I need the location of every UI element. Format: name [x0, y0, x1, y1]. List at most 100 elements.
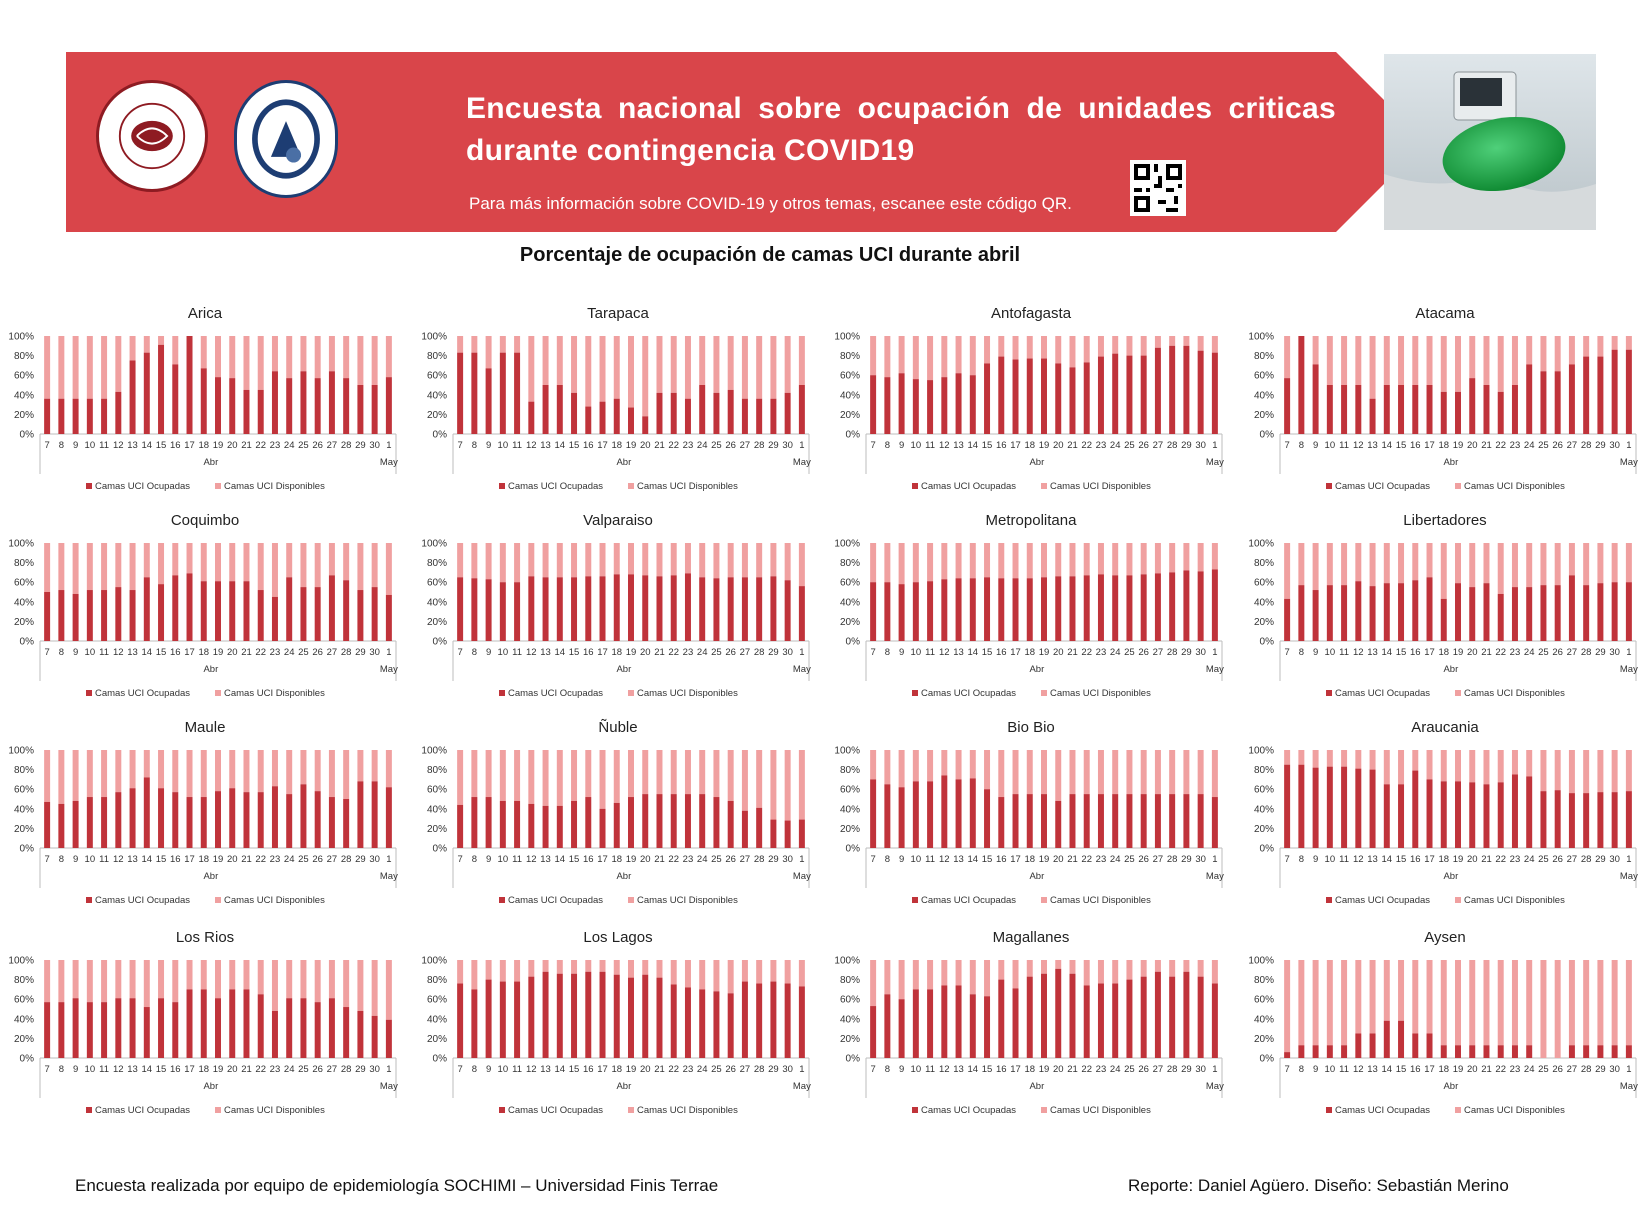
bar-disponibles: [1426, 336, 1433, 385]
bar-ocupadas: [1440, 1045, 1447, 1058]
bar-ocupadas: [741, 398, 748, 434]
x-tick-label: 15: [569, 854, 580, 865]
bar-disponibles: [58, 336, 65, 399]
bar-disponibles: [286, 960, 293, 999]
chart-title: Los Rios: [176, 929, 234, 946]
bar-ocupadas: [870, 1006, 877, 1058]
chart-panel-magallanes: Magallanes 0% 20% 40% 60% 80% 100% 7 8 9 10 11 12 13 1…: [826, 924, 1226, 1124]
bar-ocupadas: [1211, 569, 1218, 641]
y-tick-label: 80%: [840, 765, 860, 776]
x-tick-label: 16: [996, 440, 1007, 451]
bar-ocupadas: [756, 807, 763, 848]
bar-ocupadas: [158, 584, 165, 641]
bar-disponibles: [115, 336, 122, 392]
x-tick-label: 1: [386, 854, 391, 865]
x-tick-label: 10: [911, 1064, 922, 1075]
x-tick-label: 28: [754, 440, 765, 451]
legend-swatch-disponibles: [1455, 1107, 1461, 1113]
bar-disponibles: [984, 750, 991, 790]
bar-disponibles: [741, 543, 748, 578]
y-tick-label: 20%: [14, 824, 34, 835]
x-tick-label: 22: [1081, 854, 1092, 865]
bar-ocupadas: [898, 787, 905, 848]
x-tick-label: 10: [1325, 647, 1336, 658]
bar-disponibles: [257, 960, 264, 995]
legend-label-ocupadas: Camas UCI Ocupadas: [921, 481, 1016, 492]
bar-disponibles: [1483, 543, 1490, 584]
x-tick-label: 1: [1212, 854, 1217, 865]
y-tick-label: 40%: [1254, 1014, 1274, 1025]
legend-swatch-disponibles: [628, 690, 634, 696]
bar-ocupadas: [271, 596, 278, 641]
bar-disponibles: [599, 336, 606, 402]
bar-ocupadas: [485, 979, 492, 1058]
bar-ocupadas: [941, 579, 948, 641]
legend-label-disponibles: Camas UCI Disponibles: [1464, 1105, 1565, 1116]
x-tick-label: 8: [472, 647, 477, 658]
x-tick-label: 11: [1339, 647, 1349, 658]
x-tick-label: 21: [1481, 440, 1492, 451]
bar-disponibles: [186, 543, 193, 574]
bar-ocupadas: [385, 594, 392, 641]
banner-background: [66, 52, 1426, 232]
x-tick-label: 10: [85, 647, 96, 658]
legend-swatch-ocupadas: [499, 690, 505, 696]
x-group-label: May: [1620, 664, 1638, 675]
x-tick-label: 28: [341, 1064, 352, 1075]
x-tick-label: 1: [386, 1064, 391, 1075]
legend-swatch-disponibles: [1041, 483, 1047, 489]
bar-disponibles: [798, 960, 805, 987]
bar-ocupadas: [343, 378, 350, 434]
x-tick-label: 12: [526, 647, 537, 658]
bar-ocupadas: [1169, 572, 1176, 641]
bar-disponibles: [599, 750, 606, 809]
x-tick-label: 12: [526, 440, 537, 451]
bar-disponibles: [1625, 336, 1632, 350]
bar-ocupadas: [1583, 1045, 1590, 1058]
bar-ocupadas: [542, 577, 549, 641]
bar-disponibles: [1041, 543, 1047, 578]
bar-ocupadas: [1069, 367, 1076, 434]
x-tick-label: 24: [284, 854, 295, 865]
x-tick-label: 9: [1313, 854, 1318, 865]
bar-disponibles: [471, 750, 478, 798]
x-tick-label: 15: [569, 647, 580, 658]
bar-ocupadas: [1140, 355, 1147, 434]
x-tick-label: 29: [355, 1064, 366, 1075]
bar-disponibles: [200, 750, 207, 798]
bar-disponibles: [1554, 336, 1561, 372]
bar-disponibles: [1026, 750, 1033, 795]
bar-disponibles: [884, 336, 891, 378]
y-tick-label: 60%: [840, 785, 860, 796]
x-tick-label: 1: [1212, 1064, 1217, 1075]
bar-disponibles: [670, 543, 677, 576]
bar-disponibles: [1298, 543, 1305, 586]
bar-disponibles: [229, 336, 236, 379]
bar-disponibles: [756, 750, 763, 808]
x-tick-label: 21: [1481, 854, 1492, 865]
bar-ocupadas: [756, 983, 763, 1058]
legend-label-ocupadas: Camas UCI Ocupadas: [95, 895, 190, 906]
bar-disponibles: [1583, 960, 1590, 1046]
bar-disponibles: [1183, 543, 1190, 571]
bar-ocupadas: [798, 586, 805, 641]
bar-disponibles: [471, 543, 478, 579]
bar-disponibles: [1355, 543, 1362, 582]
x-tick-label: 18: [1438, 1064, 1449, 1075]
qr-code[interactable]: [1130, 160, 1186, 216]
bar-disponibles: [314, 960, 321, 1003]
bar-ocupadas: [984, 996, 991, 1058]
bar-ocupadas: [1211, 352, 1218, 434]
x-tick-label: 7: [870, 1064, 875, 1075]
y-tick-label: 80%: [14, 765, 34, 776]
x-tick-label: 25: [1124, 1064, 1135, 1075]
y-tick-label: 40%: [14, 1014, 34, 1025]
x-tick-label: 16: [996, 1064, 1007, 1075]
bar-disponibles: [1526, 543, 1533, 588]
bar-disponibles: [328, 750, 335, 798]
x-tick-label: 7: [870, 440, 875, 451]
x-tick-label: 13: [953, 854, 964, 865]
bar-disponibles: [1455, 960, 1461, 1046]
x-tick-label: 14: [1382, 440, 1393, 451]
